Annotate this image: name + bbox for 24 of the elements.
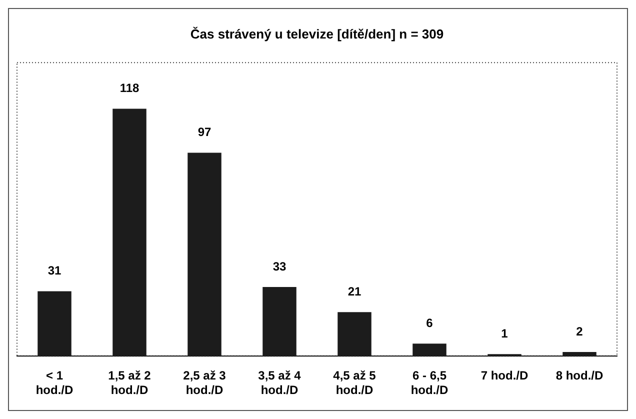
data-label: 118 <box>120 81 140 96</box>
x-tick-label: 7 hod./D <box>480 368 528 383</box>
bar <box>112 108 146 356</box>
bar <box>262 286 296 356</box>
data-label: 31 <box>48 264 62 278</box>
bar <box>562 352 596 356</box>
data-label: 97 <box>198 125 212 140</box>
data-label: 2 <box>576 324 584 338</box>
chart-title: Čas strávený u televize [dítě/den] n = 309 <box>190 26 444 42</box>
bar <box>412 344 446 356</box>
bar <box>188 152 222 356</box>
bar <box>338 312 372 356</box>
data-label: 1 <box>501 326 508 340</box>
data-label: 33 <box>272 259 286 274</box>
data-label: 21 <box>348 284 362 298</box>
x-tick-label: < 1 hod./D <box>36 368 74 398</box>
x-tick-label: 6 - 6,5 hod./D <box>410 368 448 398</box>
x-tick-label: 1,5 až 2 hod./D <box>108 368 152 398</box>
x-tick-label: 2,5 až 3 hod./D <box>183 368 226 398</box>
x-tick-label: 8 hod./D <box>556 368 604 383</box>
x-tick-label: 4,5 až 5 hod./D <box>333 368 376 398</box>
bar <box>38 291 72 356</box>
x-tick-label: 3,5 až 4 hod./D <box>258 368 302 398</box>
data-label: 6 <box>426 316 434 330</box>
